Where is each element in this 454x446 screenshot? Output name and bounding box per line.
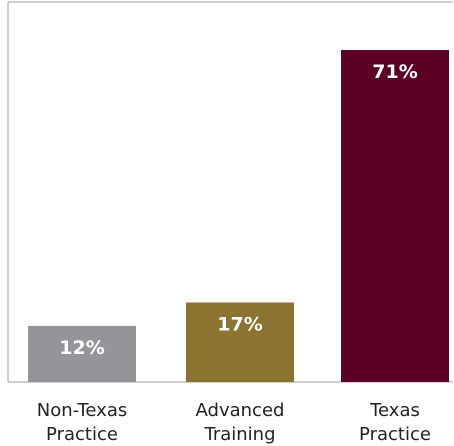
category-label-0-line-0: Non-Texas — [37, 400, 127, 421]
chart-category-labels: Non-Texas Practice Advanced Training Texas Pr… — [37, 400, 431, 445]
category-label-1-line-1: Training — [203, 424, 275, 445]
bar-0 — [28, 325, 136, 382]
chart-data-labels: 12% 17% 71% — [59, 61, 417, 359]
bar-1 — [186, 302, 294, 382]
data-label-0: 12% — [59, 337, 104, 359]
data-label-1: 17% — [217, 314, 262, 336]
category-label-0-line-1: Practice — [46, 424, 118, 445]
category-label-1-line-0: Advanced — [196, 400, 285, 421]
category-label-2-line-1: Practice — [359, 424, 431, 445]
category-label-2-line-0: Texas — [369, 400, 420, 421]
bar-2 — [341, 50, 449, 382]
data-label-2: 71% — [372, 61, 417, 83]
chart-bars — [28, 50, 449, 382]
